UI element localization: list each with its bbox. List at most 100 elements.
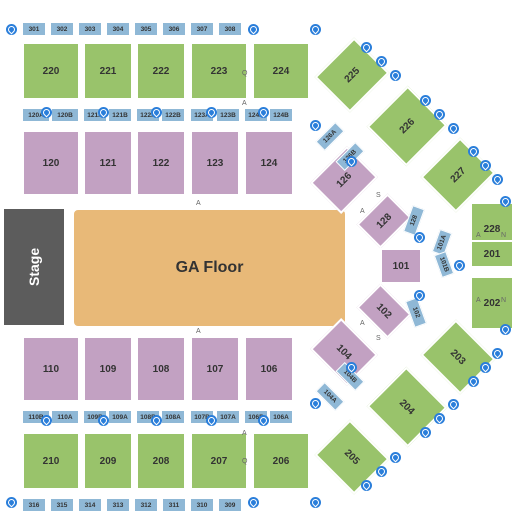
accessible-icon xyxy=(468,146,479,157)
accessible-icon xyxy=(492,174,503,185)
section-225[interactable]: 225 xyxy=(315,38,390,113)
stage: Stage xyxy=(4,209,64,325)
row-label: Q xyxy=(242,458,247,465)
accessible-icon xyxy=(151,415,162,426)
section-107A[interactable]: 107A xyxy=(216,410,240,424)
section-128[interactable]: 128 xyxy=(356,193,411,248)
section-206[interactable]: 206 xyxy=(252,432,310,490)
accessible-icon xyxy=(480,362,491,373)
section-121B[interactable]: 121B xyxy=(108,108,132,122)
section-108[interactable]: 108 xyxy=(136,336,186,402)
section-207[interactable]: 207 xyxy=(190,432,248,490)
section-204[interactable]: 204 xyxy=(367,367,448,448)
section-109A[interactable]: 109A xyxy=(108,410,132,424)
section-110A[interactable]: 110A xyxy=(51,410,79,424)
section-122B[interactable]: 122B xyxy=(161,108,185,122)
accessible-icon xyxy=(346,362,357,373)
section-310[interactable]: 310 xyxy=(190,498,214,512)
section-223[interactable]: 223 xyxy=(190,42,248,100)
accessible-icon xyxy=(434,109,445,120)
accessible-icon xyxy=(6,497,17,508)
accessible-icon xyxy=(98,415,109,426)
ga-floor[interactable]: GA Floor xyxy=(72,208,347,328)
section-313[interactable]: 313 xyxy=(106,498,130,512)
section-106[interactable]: 106 xyxy=(244,336,294,402)
accessible-icon xyxy=(454,260,465,271)
section-315[interactable]: 315 xyxy=(50,498,74,512)
section-220[interactable]: 220 xyxy=(22,42,80,100)
accessible-icon xyxy=(414,232,425,243)
section-221[interactable]: 221 xyxy=(83,42,133,100)
row-label: S xyxy=(376,192,381,199)
section-128[interactable]: 128 xyxy=(403,205,425,236)
section-305[interactable]: 305 xyxy=(134,22,158,36)
section-302[interactable]: 302 xyxy=(50,22,74,36)
section-123B[interactable]: 123B xyxy=(216,108,240,122)
accessible-icon xyxy=(310,24,321,35)
row-label: Q xyxy=(242,70,247,77)
accessible-icon xyxy=(492,348,503,359)
section-120[interactable]: 120 xyxy=(22,130,80,196)
section-109[interactable]: 109 xyxy=(83,336,133,402)
section-101B[interactable]: 101B xyxy=(434,251,454,278)
section-110[interactable]: 110 xyxy=(22,336,80,402)
section-102[interactable]: 102 xyxy=(356,283,411,338)
accessible-icon xyxy=(500,324,511,335)
section-203[interactable]: 203 xyxy=(421,320,496,395)
row-label: N xyxy=(501,297,506,304)
section-201[interactable]: 201 xyxy=(470,240,514,268)
section-101[interactable]: 101 xyxy=(380,248,422,284)
section-108A[interactable]: 108A xyxy=(161,410,185,424)
accessible-icon xyxy=(468,376,479,387)
section-316[interactable]: 316 xyxy=(22,498,46,512)
section-303[interactable]: 303 xyxy=(78,22,102,36)
accessible-icon xyxy=(248,497,259,508)
row-label: A xyxy=(360,208,365,215)
row-label: A xyxy=(476,297,481,304)
section-121[interactable]: 121 xyxy=(83,130,133,196)
section-304[interactable]: 304 xyxy=(106,22,130,36)
section-102[interactable]: 102 xyxy=(405,297,427,328)
section-312[interactable]: 312 xyxy=(134,498,158,512)
accessible-icon xyxy=(206,415,217,426)
section-306[interactable]: 306 xyxy=(162,22,186,36)
section-226[interactable]: 226 xyxy=(367,86,448,167)
accessible-icon xyxy=(98,107,109,118)
row-label: A xyxy=(476,232,481,239)
section-307[interactable]: 307 xyxy=(190,22,214,36)
section-106A[interactable]: 106A xyxy=(269,410,293,424)
accessible-icon xyxy=(346,156,357,167)
section-209[interactable]: 209 xyxy=(83,432,133,490)
accessible-icon xyxy=(414,290,425,301)
section-210[interactable]: 210 xyxy=(22,432,80,490)
section-122[interactable]: 122 xyxy=(136,130,186,196)
row-label: A xyxy=(196,328,201,335)
section-222[interactable]: 222 xyxy=(136,42,186,100)
section-124[interactable]: 124 xyxy=(244,130,294,196)
section-123[interactable]: 123 xyxy=(190,130,240,196)
accessible-icon xyxy=(310,398,321,409)
accessible-icon xyxy=(434,413,445,424)
accessible-icon xyxy=(206,107,217,118)
section-314[interactable]: 314 xyxy=(78,498,102,512)
accessible-icon xyxy=(390,70,401,81)
section-205[interactable]: 205 xyxy=(315,420,390,495)
section-107[interactable]: 107 xyxy=(190,336,240,402)
section-124B[interactable]: 124B xyxy=(269,108,293,122)
section-208[interactable]: 208 xyxy=(136,432,186,490)
section-301[interactable]: 301 xyxy=(22,22,46,36)
accessible-icon xyxy=(310,497,321,508)
section-311[interactable]: 311 xyxy=(162,498,186,512)
row-label: A xyxy=(196,200,201,207)
section-120B[interactable]: 120B xyxy=(51,108,79,122)
section-309[interactable]: 309 xyxy=(218,498,242,512)
accessible-icon xyxy=(390,452,401,463)
accessible-icon xyxy=(361,480,372,491)
section-224[interactable]: 224 xyxy=(252,42,310,100)
accessible-icon xyxy=(151,107,162,118)
accessible-icon xyxy=(361,42,372,53)
seating-chart: StageGA Floor 220221222223224 210209208207… xyxy=(0,0,525,525)
accessible-icon xyxy=(500,196,511,207)
section-308[interactable]: 308 xyxy=(218,22,242,36)
accessible-icon xyxy=(448,123,459,134)
